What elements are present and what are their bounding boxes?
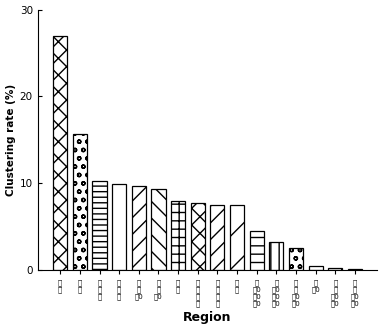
Bar — [250, 231, 264, 270]
X-axis label: Region: Region — [183, 312, 232, 324]
Bar — [348, 269, 362, 270]
Bar — [191, 203, 205, 270]
Bar — [112, 184, 126, 270]
Bar — [269, 243, 283, 270]
Bar — [151, 189, 165, 270]
Bar — [210, 205, 224, 270]
Bar — [328, 268, 342, 270]
Bar — [230, 205, 244, 270]
Bar — [73, 134, 87, 270]
Bar — [92, 181, 106, 270]
Bar — [53, 36, 67, 270]
Bar — [309, 266, 323, 270]
Bar — [289, 248, 303, 270]
Y-axis label: Clustering rate (%): Clustering rate (%) — [6, 84, 16, 196]
Bar — [171, 201, 185, 270]
Bar — [132, 186, 146, 270]
